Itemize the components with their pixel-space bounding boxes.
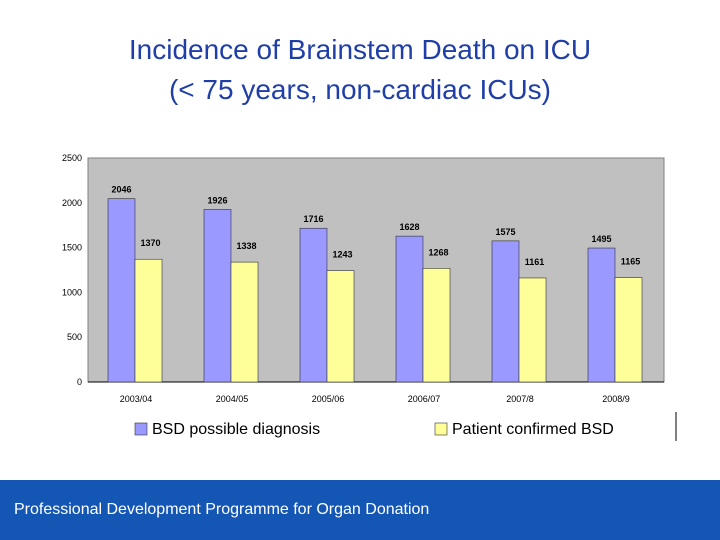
data-label-bsd-possible: 2046 <box>111 185 131 195</box>
y-tick-label: 1500 <box>62 243 82 253</box>
x-tick-label: 2003/04 <box>120 394 153 404</box>
bar-bsd-possible <box>395 235 424 383</box>
bar-patient-confirmed <box>134 258 163 383</box>
x-tick-label: 2006/07 <box>408 394 441 404</box>
data-label-bsd-possible: 1628 <box>399 222 419 232</box>
legend-label-bsd-possible: BSD possible diagnosis <box>152 421 320 438</box>
x-tick-label: 2007/8 <box>506 394 534 404</box>
data-label-patient-confirmed: 1161 <box>525 257 545 267</box>
legend-swatch-bsd-possible <box>134 422 148 436</box>
y-tick-label: 2500 <box>62 153 82 163</box>
x-tick-label: 2004/05 <box>216 394 249 404</box>
y-tick-label: 2000 <box>62 198 82 208</box>
footer-bar: Professional Development Programme for O… <box>0 480 720 540</box>
data-label-patient-confirmed: 1370 <box>140 238 160 248</box>
data-label-patient-confirmed: 1165 <box>621 257 641 267</box>
footer-text: Professional Development Programme for O… <box>14 501 430 518</box>
bar-patient-confirmed <box>614 277 643 383</box>
bar-bsd-possible <box>107 198 136 383</box>
bar-bsd-possible <box>299 227 328 383</box>
slide-title: Incidence of Brainstem Death on ICU <box>128 34 592 65</box>
legend-label-patient-confirmed: Patient confirmed BSD <box>452 421 614 438</box>
bar-patient-confirmed <box>518 277 547 383</box>
data-label-bsd-possible: 1716 <box>303 214 323 224</box>
x-tick-label: 2008/9 <box>602 394 630 404</box>
y-tick-label: 1000 <box>62 287 82 297</box>
x-tick-label: 2005/06 <box>312 394 345 404</box>
bar-bsd-possible <box>203 209 232 383</box>
data-label-bsd-possible: 1495 <box>591 234 611 244</box>
data-label-bsd-possible: 1926 <box>207 195 227 205</box>
data-label-patient-confirmed: 1338 <box>236 241 256 251</box>
data-label-patient-confirmed: 1268 <box>428 247 448 257</box>
slide-subtitle: (< 75 years, non-cardiac ICUs) <box>168 74 552 105</box>
plot-area <box>87 157 665 383</box>
bar-bsd-possible <box>587 247 616 383</box>
legend-swatch-patient-confirmed <box>434 422 448 436</box>
bar-bsd-possible <box>491 240 520 383</box>
bar-patient-confirmed <box>326 270 355 383</box>
bar-patient-confirmed <box>422 268 451 383</box>
bar-patient-confirmed <box>230 261 259 383</box>
y-tick-label: 0 <box>77 377 82 387</box>
y-tick-label: 500 <box>67 332 82 342</box>
data-label-patient-confirmed: 1243 <box>332 250 352 260</box>
data-label-bsd-possible: 1575 <box>495 227 515 237</box>
